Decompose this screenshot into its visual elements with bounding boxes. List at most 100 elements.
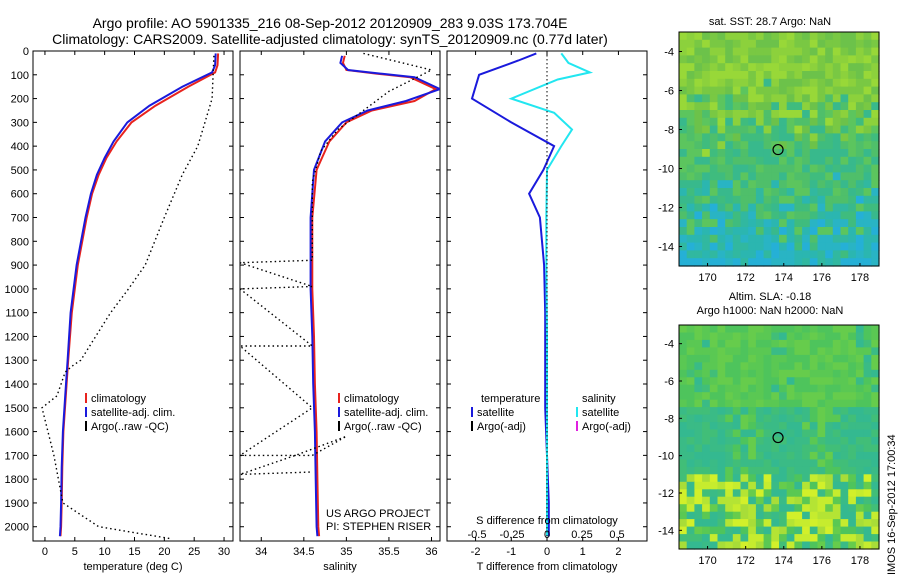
map-cell	[794, 172, 803, 181]
map-cell	[871, 195, 880, 205]
map-cell	[779, 399, 788, 408]
map-cell	[686, 481, 695, 490]
map-cell	[786, 156, 795, 166]
map-cell	[679, 211, 688, 220]
map-cell	[863, 466, 872, 475]
map-cell	[694, 466, 703, 475]
map-cell	[817, 172, 826, 181]
map-cell	[863, 242, 872, 251]
map-cell	[779, 234, 788, 244]
map-cell	[809, 117, 819, 127]
map-cell	[732, 437, 742, 446]
map-cell	[786, 489, 795, 498]
map-cell	[817, 414, 826, 423]
map-cell	[779, 444, 788, 453]
map-cell	[732, 511, 742, 520]
map-cell	[817, 347, 826, 356]
map-cell	[848, 534, 857, 543]
map-cell	[709, 258, 719, 267]
map-cell	[840, 422, 849, 431]
map-cell	[725, 203, 734, 212]
map-cell	[686, 384, 695, 393]
map-cell	[755, 437, 765, 446]
y-tick-label: 1000	[5, 284, 29, 296]
map-cell	[786, 117, 795, 127]
map-cell	[755, 211, 765, 220]
map-cell	[786, 496, 795, 505]
map-cell	[748, 541, 757, 550]
map-cell	[755, 234, 765, 244]
map-cell	[702, 474, 711, 483]
map-cell	[794, 451, 803, 460]
map-cell	[779, 481, 788, 490]
map-cell	[848, 474, 857, 483]
map-cell	[802, 110, 811, 119]
map-cell	[717, 63, 726, 72]
map-cell	[740, 332, 749, 341]
map-cell	[779, 149, 788, 158]
map-cell	[755, 55, 765, 64]
map-cell	[740, 422, 749, 431]
map-cell	[732, 481, 742, 490]
map-cell	[832, 511, 842, 520]
map-cell	[725, 489, 734, 498]
map-cell	[848, 172, 857, 181]
map-cell	[717, 474, 726, 483]
map-cell	[817, 362, 826, 371]
map-cell	[740, 227, 749, 236]
map-cell	[748, 444, 757, 453]
map-cell	[694, 399, 703, 408]
x-axis-label-top: S difference from climatology	[476, 515, 618, 527]
map-cell	[863, 489, 872, 498]
map-cell	[686, 227, 695, 236]
map-cell	[740, 362, 749, 371]
map-cell	[840, 203, 849, 212]
map-cell	[863, 414, 872, 423]
map-cell	[871, 110, 880, 119]
map-cell	[725, 384, 734, 393]
map-cell	[686, 258, 695, 267]
map-cell	[832, 39, 842, 49]
map-cell	[779, 133, 788, 142]
map-cell	[686, 71, 695, 80]
map-cell	[771, 117, 780, 127]
difference-panel: -2 -1 0 1 2T difference from climatologytemp…	[446, 50, 648, 573]
map-cell	[679, 156, 688, 166]
map-cell	[755, 504, 765, 513]
map-cell	[848, 459, 857, 468]
map-cell	[779, 541, 788, 550]
map-cell	[855, 534, 865, 543]
map-cell	[694, 414, 703, 423]
map-cell	[840, 172, 849, 181]
map-cell	[709, 489, 719, 498]
map-cell	[809, 362, 819, 371]
map-cell	[809, 399, 819, 408]
map-cell	[871, 354, 880, 363]
map-cell	[763, 399, 772, 408]
map-cell	[817, 86, 826, 95]
map-cell	[686, 219, 695, 228]
map-cell	[694, 325, 703, 334]
map-cell	[871, 384, 880, 393]
map-cell	[740, 156, 749, 166]
map-y-tick-label: -14	[658, 242, 674, 254]
credit-line-1: US ARGO PROJECT	[326, 508, 431, 520]
map-cell	[871, 541, 880, 550]
map-cell	[840, 47, 849, 56]
map-cell	[725, 511, 734, 520]
map-cell	[832, 125, 842, 134]
map-cell	[679, 347, 688, 356]
map-cell	[763, 459, 772, 468]
map-cell	[725, 110, 734, 119]
map-cell	[709, 250, 719, 259]
map-cell	[771, 481, 780, 490]
map-cell	[817, 188, 826, 197]
map-cell	[848, 195, 857, 205]
map-cell	[855, 474, 865, 483]
map-cell	[794, 242, 803, 251]
map-cell	[802, 399, 811, 408]
map-cell	[748, 172, 757, 181]
map-cell	[771, 414, 780, 423]
map-cell	[740, 399, 749, 408]
map-cell	[717, 172, 726, 181]
